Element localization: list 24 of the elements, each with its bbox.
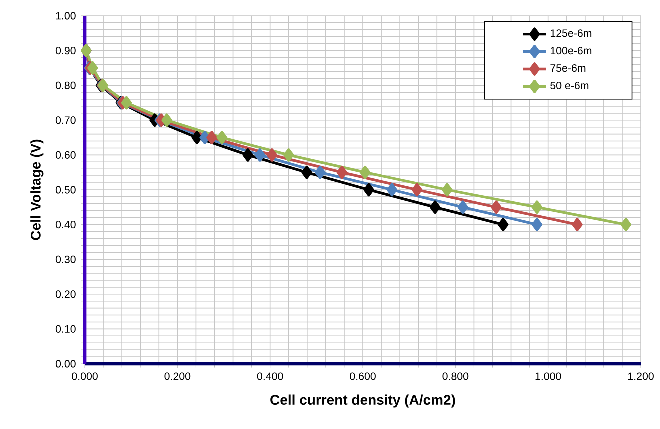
x-tick-label: 0.600 xyxy=(350,372,376,380)
y-axis-title: Cell Voltage (V) xyxy=(30,140,44,240)
x-tick-label: 0.200 xyxy=(164,372,191,380)
y-tick-label: 0.00 xyxy=(56,360,76,368)
x-tick-label: 0.800 xyxy=(442,372,469,380)
y-tick-label: 0.10 xyxy=(56,325,76,333)
x-axis-title: Cell current density (A/cm2) xyxy=(270,394,456,408)
x-tick-label: 0.000 xyxy=(72,372,98,380)
y-tick-label: 1.00 xyxy=(56,12,76,20)
x-tick-label: 1.200 xyxy=(628,372,654,380)
legend-label: 75e-6m xyxy=(550,64,586,72)
legend-label: 125e-6m xyxy=(550,30,592,38)
y-tick-label: 0.70 xyxy=(56,116,76,124)
y-tick-label: 0.50 xyxy=(56,186,76,194)
y-tick-label: 0.30 xyxy=(56,256,76,264)
x-tick-label: 0.400 xyxy=(257,372,284,380)
legend-label: 50 e-6m xyxy=(550,82,589,90)
y-tick-label: 0.60 xyxy=(56,151,76,159)
y-tick-label: 0.80 xyxy=(56,82,76,90)
x-tick-label: 1.000 xyxy=(536,372,562,380)
y-tick-label: 0.90 xyxy=(56,47,76,55)
y-tick-label: 0.20 xyxy=(56,290,76,298)
legend-label: 100e-6m xyxy=(550,47,592,55)
y-tick-label: 0.40 xyxy=(56,221,76,229)
